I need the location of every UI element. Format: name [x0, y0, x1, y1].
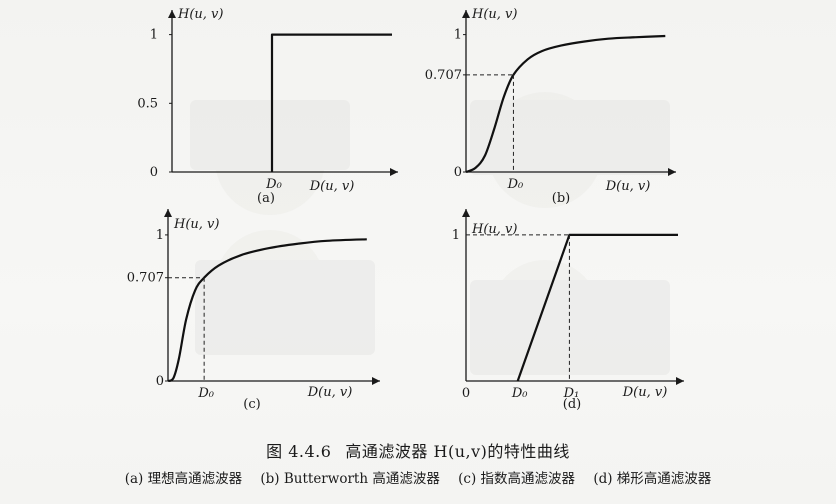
background-ghost	[190, 92, 670, 375]
chart-panel-b: H(u, v) D(u, v) (b) 0 0.707 1 D₀	[425, 7, 676, 206]
y-axis-label: H(u, v)	[471, 222, 517, 237]
chart-panel-d: H(u, v) D(u, v) (d) 0 D₀ D₁ 1	[452, 209, 684, 412]
subcaption-d: (d) 梯形高通滤波器	[593, 471, 712, 487]
y-axis-label: H(u, v)	[177, 7, 223, 22]
subcaption-a: (a) 理想高通滤波器	[124, 471, 243, 487]
x-tick-label: D₀	[507, 177, 524, 192]
x-tick-label: 0	[462, 386, 470, 401]
figure-caption-title: 图 4.4.6 高通滤波器 H(u,v)的特性曲线	[0, 438, 836, 462]
x-tick-label: D₁	[563, 386, 580, 401]
subcaption-b: (b) Butterworth 高通滤波器	[260, 471, 440, 487]
series-line-a	[270, 33, 392, 172]
subcaption-c: (c) 指数高通滤波器	[458, 471, 576, 487]
panel-label-a: (a)	[257, 191, 275, 206]
panel-label-c: (c)	[243, 397, 260, 412]
chart-panel-a: H(u, v) D(u, v) (a) 0 0.5 1 D₀	[137, 7, 398, 206]
panel-label-d: (d)	[563, 397, 581, 412]
panel-label-b: (b)	[552, 191, 570, 206]
series-line-b	[465, 34, 666, 174]
x-axis-label: D(u, v)	[307, 385, 353, 400]
y-axis-arrow-icon	[164, 209, 172, 217]
y-axis-arrow-icon	[462, 10, 470, 18]
x-axis-arrow-icon	[372, 377, 380, 385]
x-axis-arrow-icon	[676, 377, 684, 385]
x-tick-label: D₀	[197, 386, 214, 401]
x-axis-label: D(u, v)	[309, 179, 355, 194]
y-tick-label: 0	[150, 165, 158, 180]
y-tick-label: 1	[156, 228, 164, 243]
x-axis-label: D(u, v)	[605, 179, 651, 194]
figure-subcaptions: (a) 理想高通滤波器 (b) Butterworth 高通滤波器 (c) 指数…	[0, 467, 836, 487]
chart-panel-c: H(u, v) D(u, v) (c) 0 0.707 1 D₀	[127, 209, 380, 412]
y-tick-label: 1	[454, 28, 462, 43]
figure-number: 图 4.4.6	[266, 442, 332, 461]
x-axis-arrow-icon	[390, 168, 398, 176]
y-tick-label: 0.5	[137, 96, 158, 111]
y-tick-label: 0	[454, 165, 462, 180]
x-tick-label: D₀	[265, 177, 282, 192]
series-line-c	[167, 238, 367, 383]
y-tick-label: 1	[452, 228, 460, 243]
y-tick-label: 0.707	[425, 68, 462, 83]
y-tick-label: 1	[150, 28, 158, 43]
y-tick-label: 0.707	[127, 271, 164, 286]
y-axis-arrow-icon	[168, 10, 176, 18]
y-axis-label: H(u, v)	[471, 7, 517, 22]
x-tick-label: D₀	[511, 386, 528, 401]
x-axis-label: D(u, v)	[622, 385, 668, 400]
y-axis-label: H(u, v)	[173, 217, 219, 232]
series-line-d	[516, 233, 678, 382]
x-axis-arrow-icon	[668, 168, 676, 176]
figure-title: 高通滤波器 H(u,v)的特性曲线	[345, 442, 570, 461]
y-axis-arrow-icon	[462, 209, 470, 217]
y-tick-label: 0	[156, 374, 164, 389]
